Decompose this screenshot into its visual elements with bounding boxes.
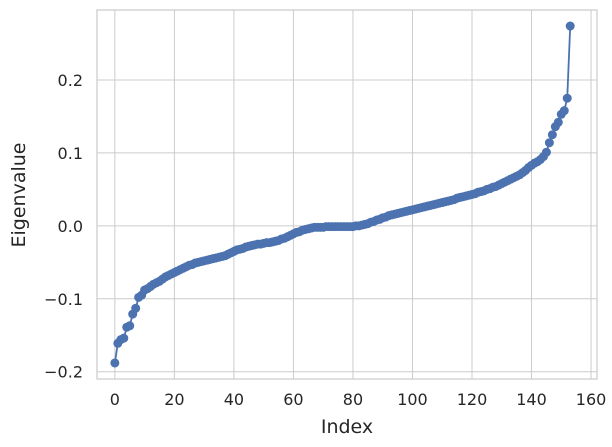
- x-tick-label: 60: [283, 390, 303, 409]
- grid-lines: [97, 10, 597, 379]
- x-tick-label: 120: [457, 390, 488, 409]
- x-tick-label: 20: [164, 390, 184, 409]
- data-point: [125, 321, 135, 331]
- x-tick-label: 80: [343, 390, 363, 409]
- data-point: [544, 138, 554, 148]
- data-point: [547, 130, 557, 140]
- y-tick-label: −0.2: [44, 363, 83, 382]
- y-tick-label: 0.1: [58, 144, 83, 163]
- x-tick-labels: 0 20 40 60 80 100 120 140 160: [110, 390, 607, 409]
- data-point: [541, 147, 551, 157]
- y-tick-label: 0.2: [58, 71, 83, 90]
- data-point: [119, 333, 129, 343]
- data-point: [565, 21, 575, 31]
- x-tick-label: 40: [224, 390, 244, 409]
- series-group: [110, 21, 575, 368]
- y-tick-labels: −0.2 −0.1 0.0 0.1 0.2: [44, 71, 83, 382]
- y-axis-label: Eigenvalue: [8, 143, 30, 248]
- x-tick-label: 100: [397, 390, 428, 409]
- data-point: [559, 106, 569, 116]
- y-tick-label: 0.0: [58, 217, 83, 236]
- data-point: [110, 358, 120, 368]
- x-tick-label: 160: [576, 390, 607, 409]
- data-point: [131, 303, 141, 313]
- data-point: [562, 93, 572, 103]
- data-point: [553, 117, 563, 127]
- x-tick-label: 0: [110, 390, 120, 409]
- plot-area: [97, 10, 597, 379]
- x-axis-label: Index: [321, 416, 373, 438]
- y-tick-label: −0.1: [44, 290, 83, 309]
- plot-frame: [96, 9, 598, 380]
- x-tick-label: 140: [516, 390, 547, 409]
